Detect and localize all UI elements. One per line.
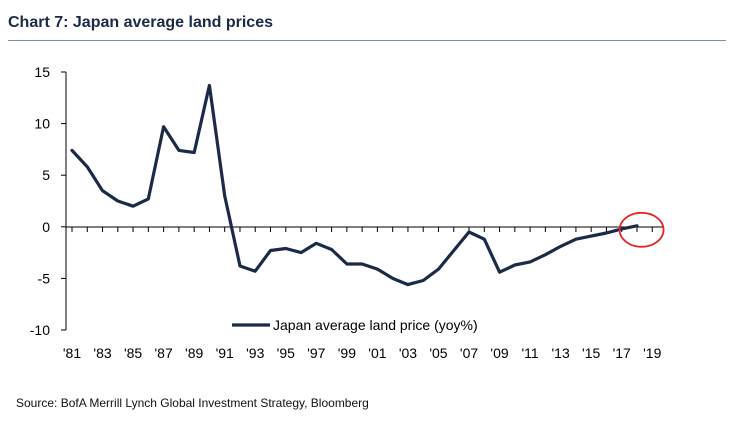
y-tick-label: 0: [42, 219, 50, 235]
x-tick-label: '99: [338, 345, 356, 361]
y-tick-label: -5: [38, 270, 51, 286]
x-tick-label: '85: [124, 345, 142, 361]
y-tick-label: 10: [34, 116, 50, 132]
y-axis-ticks: 15 10 5 0 -5 -10: [30, 64, 66, 338]
x-tick-label: '05: [429, 345, 447, 361]
x-tick-label: '81: [63, 345, 81, 361]
x-tick-label: '11: [521, 345, 538, 361]
x-axis-ticks: '81 '83 '85 '87 '89 '91 '93 '95 '97 '99 '01 '03 '05 '…: [63, 227, 662, 361]
x-tick-label: '15: [582, 345, 600, 361]
y-tick-label: -10: [30, 322, 50, 338]
x-tick-label: '01: [368, 345, 386, 361]
x-tick-label: '19: [643, 345, 661, 361]
y-tick-label: 15: [34, 64, 50, 80]
highlight-circle: [618, 211, 665, 248]
x-tick-label: '17: [613, 345, 631, 361]
x-tick-label: '09: [490, 345, 508, 361]
chart-axes: [65, 72, 664, 330]
x-tick-label: '03: [399, 345, 417, 361]
title-divider: [8, 40, 726, 41]
legend-label: Japan average land price (yoy%): [273, 317, 478, 333]
x-tick-label: '87: [154, 345, 172, 361]
x-tick-label: '83: [93, 345, 111, 361]
chart-annotations: [618, 211, 665, 248]
x-tick-label: '13: [552, 345, 570, 361]
x-tick-label: '93: [246, 345, 264, 361]
x-tick-label: '89: [185, 345, 203, 361]
chart-legend: Japan average land price (yoy%): [232, 317, 478, 333]
x-tick-label: '07: [460, 345, 478, 361]
x-tick-label: '97: [307, 345, 325, 361]
y-tick-label: 5: [42, 167, 50, 183]
x-tick-label: '91: [216, 345, 234, 361]
source-note: Source: BofA Merrill Lynch Global Invest…: [16, 396, 369, 410]
x-tick-label: '95: [277, 345, 295, 361]
chart-title: Chart 7: Japan average land prices: [8, 14, 273, 31]
chart-series: [70, 83, 639, 287]
series-line: [70, 83, 639, 287]
